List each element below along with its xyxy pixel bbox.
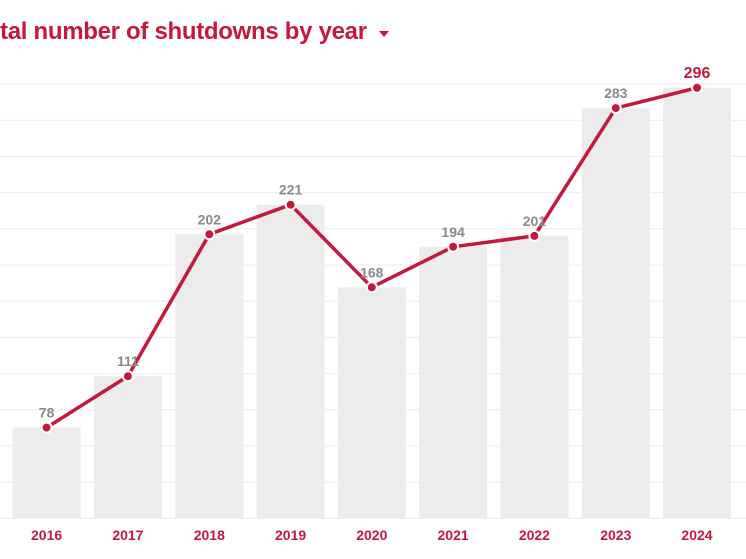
data-label-2023: 283 <box>604 85 628 101</box>
x-axis-ticks: 2016 2017 2018 2019 2020 2021 2022 2023 2024 <box>31 527 713 543</box>
x-tick-label: 2024 <box>681 527 712 543</box>
bar-2024 <box>663 87 731 519</box>
x-tick-label: 2022 <box>519 527 550 543</box>
chart-title-dropdown[interactable]: tal number of shutdowns by year <box>0 14 389 50</box>
points <box>40 81 703 434</box>
x-tick-label: 2020 <box>356 527 387 543</box>
x-tick-label: 2021 <box>438 527 469 543</box>
bar-2017 <box>93 376 162 518</box>
point-2018 <box>203 228 216 241</box>
data-label-2019: 221 <box>279 182 303 198</box>
chart-title: tal number of shutdowns by year <box>0 18 367 45</box>
bar-2022 <box>500 235 569 518</box>
data-label-2017: 111 <box>117 353 139 369</box>
data-label-2020: 168 <box>360 264 384 280</box>
point-2020 <box>365 281 378 294</box>
point-2024 <box>691 81 703 94</box>
x-tick-label: 2016 <box>31 527 62 543</box>
data-label-2024: 296 <box>684 65 711 82</box>
x-tick-label: 2019 <box>275 527 306 543</box>
bars <box>12 87 731 519</box>
x-tick-label: 2023 <box>600 527 631 543</box>
point-2021 <box>447 240 460 253</box>
bar-2019 <box>256 204 325 518</box>
x-tick-label: 2017 <box>112 527 143 543</box>
x-tick-label: 2018 <box>194 527 225 543</box>
data-label-2022: 201 <box>523 213 547 229</box>
point-2016 <box>40 421 53 434</box>
point-2023 <box>609 102 622 115</box>
bar-2016 <box>12 427 81 518</box>
bar-2021 <box>419 246 488 519</box>
bar-2023 <box>581 108 650 518</box>
bar-2020 <box>337 287 406 518</box>
data-label-2016: 78 <box>39 405 55 421</box>
bar-2018 <box>175 234 244 519</box>
chevron-down-icon[interactable] <box>378 31 389 37</box>
point-2022 <box>528 229 541 242</box>
value-labels: 78 111 202 221 168 194 201 283 296 <box>39 65 711 421</box>
point-2017 <box>121 370 134 383</box>
data-label-2018: 202 <box>198 211 222 227</box>
data-label-2021: 194 <box>441 224 465 240</box>
point-2019 <box>284 198 297 211</box>
